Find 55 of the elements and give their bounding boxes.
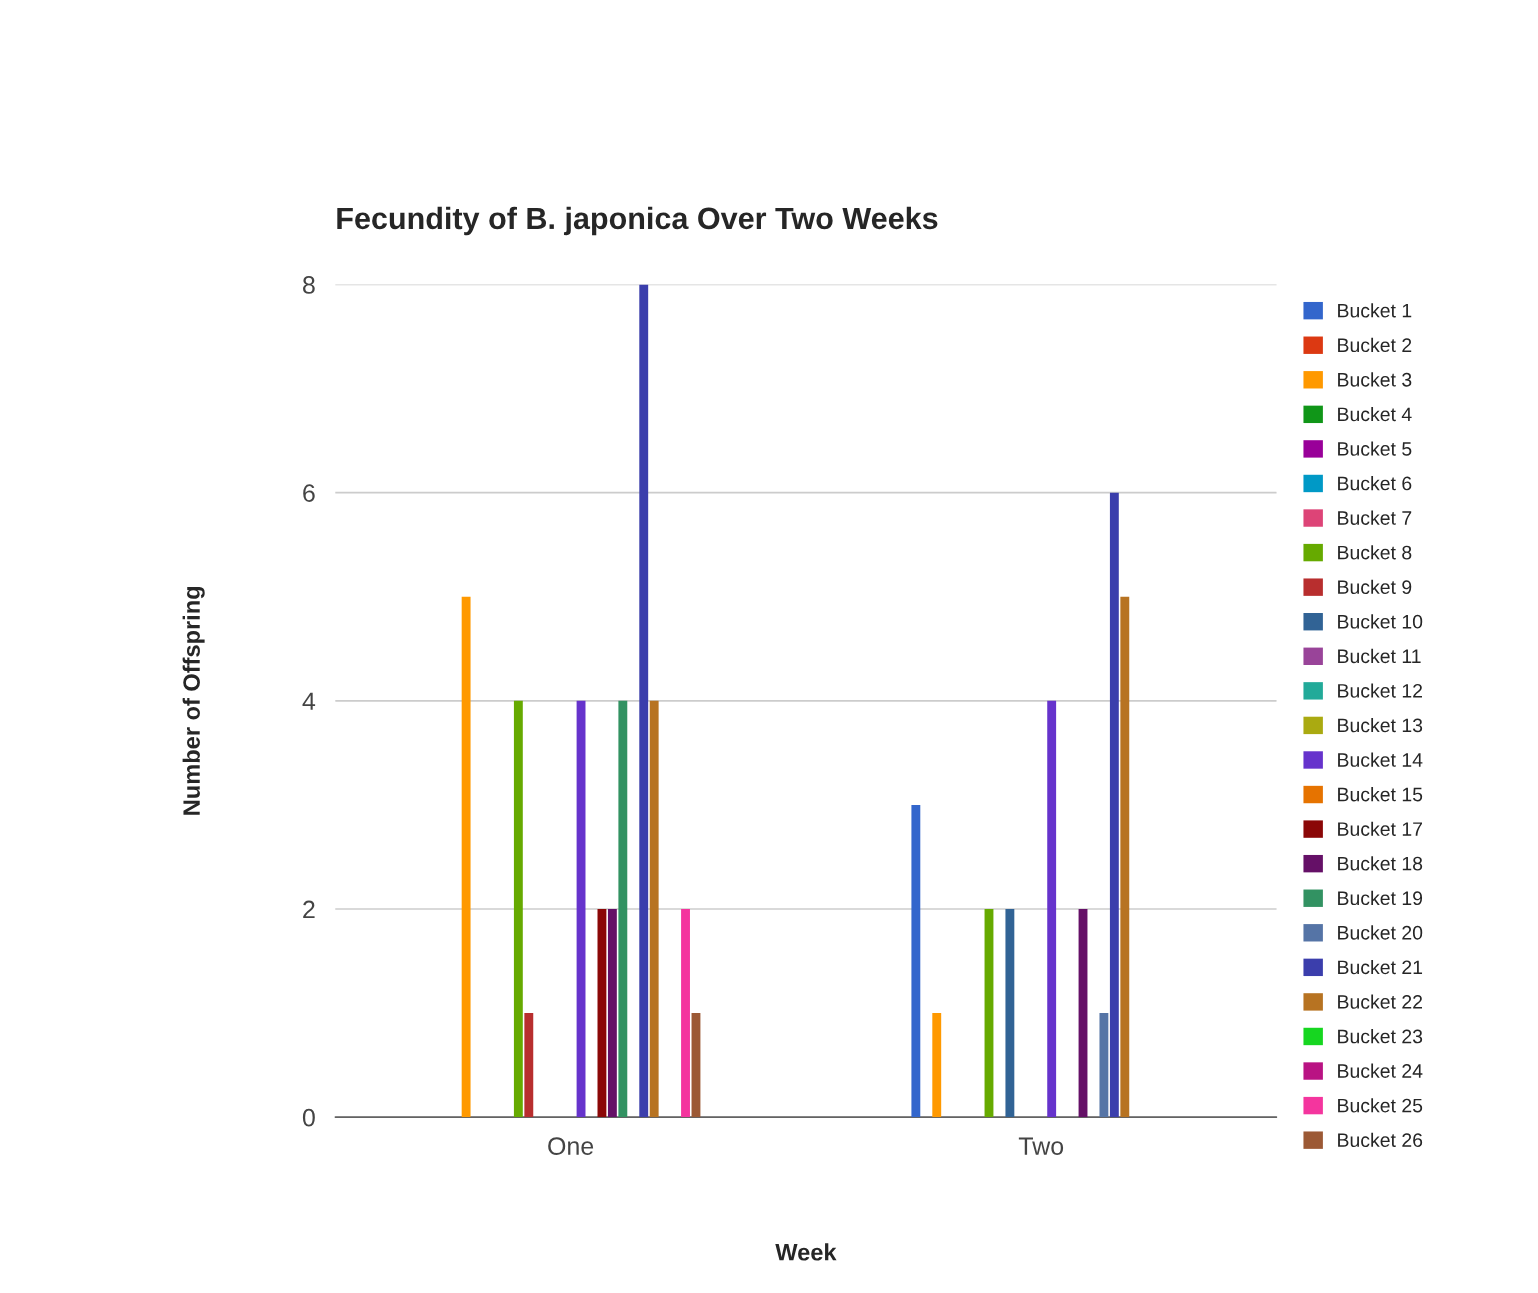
legend-label: Bucket 1	[1338, 303, 1412, 318]
bar	[1120, 596, 1130, 1118]
legend-label: Bucket 20	[1338, 925, 1423, 940]
legend-label: Bucket 10	[1338, 614, 1423, 629]
y-tick-label: 0	[302, 1108, 315, 1127]
bar	[461, 596, 471, 1118]
bar	[597, 908, 607, 1118]
legend-label: Bucket 25	[1338, 1098, 1423, 1113]
legend-label: Bucket 17	[1338, 821, 1423, 836]
x-tick-label: One	[548, 1137, 594, 1155]
y-tick-label: 4	[302, 692, 316, 710]
legend-label: Bucket 19	[1338, 890, 1423, 906]
bar	[911, 804, 921, 1118]
legend-label: Bucket 5	[1338, 441, 1412, 456]
bar	[607, 908, 617, 1118]
y-axis-title: Number of Offspring	[182, 586, 205, 815]
bar	[618, 700, 628, 1118]
bar	[1005, 908, 1015, 1118]
legend-label: Bucket 14	[1338, 752, 1423, 767]
bar	[1047, 700, 1057, 1118]
legend-label: Bucket 8	[1338, 545, 1412, 560]
x-tick-label: Two	[1018, 1137, 1064, 1155]
legend-label: Bucket 6	[1338, 476, 1412, 491]
legend-label: Bucket 4	[1338, 406, 1412, 422]
y-tick-label: 8	[303, 276, 315, 294]
bar	[1109, 492, 1119, 1118]
bar	[649, 700, 659, 1118]
bar	[691, 1013, 701, 1118]
legend-label: Bucket 15	[1338, 787, 1423, 802]
legend-label: Bucket 23	[1338, 1029, 1423, 1044]
bar	[984, 908, 994, 1118]
legend-label: Bucket 9	[1338, 579, 1412, 595]
y-tick-label: 6	[303, 484, 315, 502]
legend-label: Bucket 22	[1338, 994, 1423, 1009]
bar	[681, 908, 690, 1118]
bar	[524, 1013, 534, 1118]
x-axis-title: Week	[775, 1243, 837, 1261]
bar	[513, 700, 523, 1118]
chart-title: Fecundity of B. japonica Over Two Weeks	[337, 206, 938, 236]
legend-label: Bucket 21	[1338, 959, 1423, 975]
bar	[639, 284, 649, 1118]
bar	[1078, 908, 1088, 1118]
bar	[932, 1013, 942, 1118]
y-tick-label: 2	[303, 900, 315, 919]
legend-label: Bucket 7	[1338, 510, 1412, 525]
legend-label: Bucket 24	[1338, 1063, 1423, 1078]
bar	[1099, 1013, 1109, 1118]
bar	[576, 700, 586, 1118]
legend-label: Bucket 2	[1338, 337, 1412, 353]
legend-label: Bucket 11	[1338, 648, 1421, 664]
legend-label: Bucket 13	[1338, 717, 1423, 733]
legend-label: Bucket 18	[1338, 856, 1423, 871]
legend-label: Bucket 3	[1338, 372, 1412, 387]
legend-label: Bucket 12	[1338, 683, 1423, 698]
legend-label: Bucket 26	[1338, 1132, 1423, 1148]
